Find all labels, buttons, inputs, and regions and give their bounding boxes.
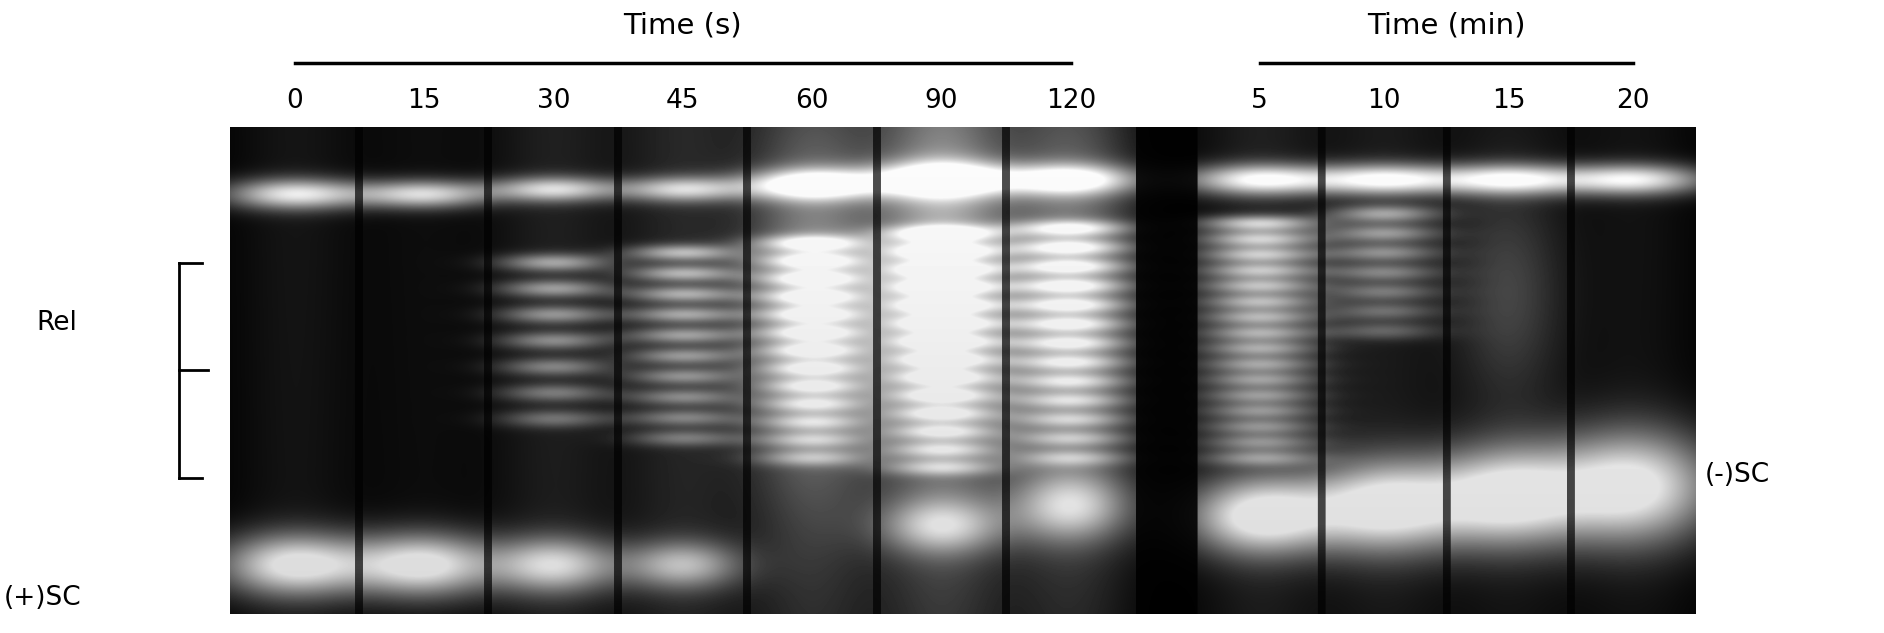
Text: 0: 0 bbox=[286, 88, 303, 115]
Text: 90: 90 bbox=[925, 88, 959, 115]
Text: 15: 15 bbox=[407, 88, 441, 115]
Text: (-)SC: (-)SC bbox=[1705, 461, 1771, 488]
Text: Rel: Rel bbox=[36, 310, 77, 336]
Text: 60: 60 bbox=[795, 88, 829, 115]
Text: 15: 15 bbox=[1492, 88, 1526, 115]
Text: 45: 45 bbox=[667, 88, 699, 115]
Text: (+)SC: (+)SC bbox=[4, 585, 81, 611]
Text: 120: 120 bbox=[1046, 88, 1096, 115]
Text: 30: 30 bbox=[537, 88, 571, 115]
Text: 20: 20 bbox=[1616, 88, 1650, 115]
Text: 5: 5 bbox=[1251, 88, 1268, 115]
Text: 10: 10 bbox=[1368, 88, 1402, 115]
Text: Time (s): Time (s) bbox=[624, 11, 742, 39]
Text: Time (min): Time (min) bbox=[1368, 11, 1526, 39]
